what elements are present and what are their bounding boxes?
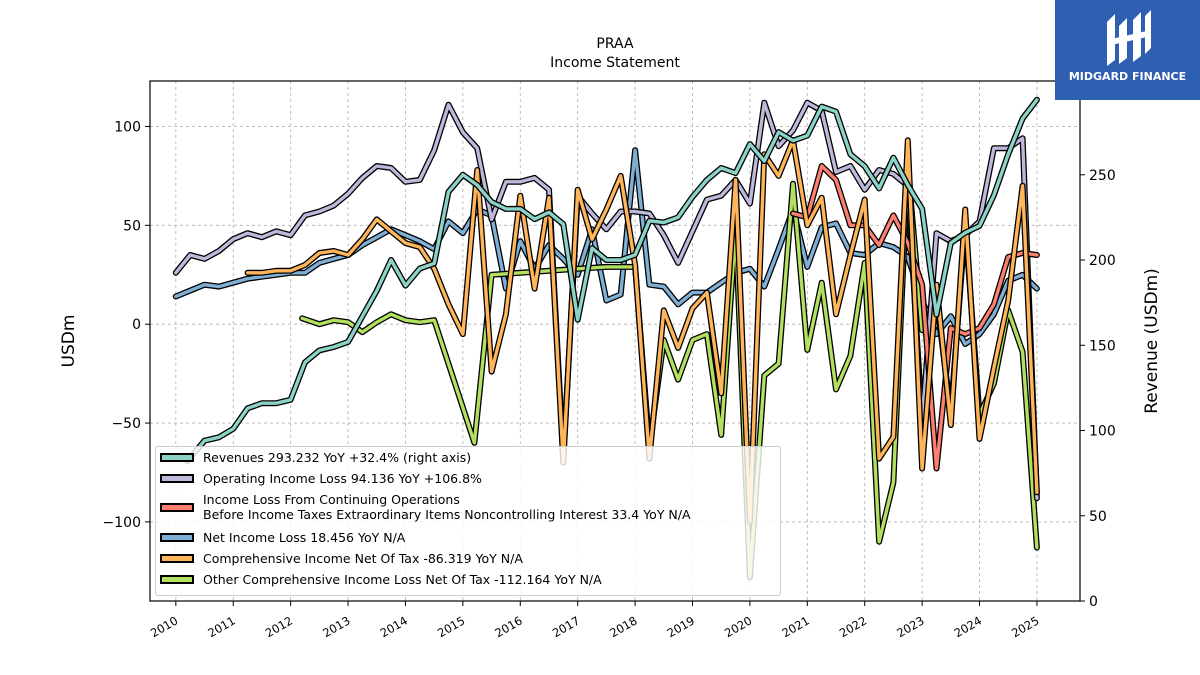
y-tick-label: 100 <box>114 119 141 135</box>
x-tick-label: 2012 <box>263 613 295 640</box>
x-tick-label: 2011 <box>205 613 237 640</box>
y-tick-label: 0 <box>132 317 141 333</box>
legend-swatch-other-comprehensive-income <box>160 575 194 584</box>
chart-legend: Revenues 293.232 YoY +32.4% (right axis)… <box>155 446 781 596</box>
x-tick-label: 2022 <box>837 613 869 640</box>
x-tick-label: 2020 <box>722 613 754 640</box>
y-axis-label: USDm <box>59 315 79 368</box>
legend-swatch-pretax-income <box>160 502 194 512</box>
series-line-net-income-loss <box>174 148 1039 346</box>
brand-logo: MIDGARD FINANCE <box>1055 0 1200 100</box>
y2-tick-label: 250 <box>1089 168 1116 184</box>
legend-item-pretax-income: Income Loss From Continuing Operations B… <box>160 492 691 522</box>
legend-label-comprehensive-income: Comprehensive Income Net Of Tax -86.319 … <box>203 551 523 566</box>
y2-tick-label: 100 <box>1089 424 1116 440</box>
y-tick-label: −100 <box>103 515 141 531</box>
brand-name: MIDGARD FINANCE <box>1068 70 1187 83</box>
legend-label-pretax-income: Income Loss From Continuing Operations B… <box>203 492 691 522</box>
y2-tick-label: 150 <box>1089 338 1116 354</box>
x-tick-label: 2016 <box>492 613 524 640</box>
legend-item-comprehensive-income: Comprehensive Income Net Of Tax -86.319 … <box>160 551 523 566</box>
x-tick-label: 2017 <box>550 613 582 640</box>
series-line-revenues <box>185 98 1039 463</box>
x-tick-label: 2014 <box>378 613 410 640</box>
legend-item-operating-income: Operating Income Loss 94.136 YoY +106.8% <box>160 471 482 486</box>
x-tick-label: 2010 <box>148 613 180 640</box>
legend-item-other-comprehensive-income: Other Comprehensive Income Loss Net Of T… <box>160 572 602 587</box>
plot-frame <box>149 80 1081 602</box>
legend-swatch-operating-income <box>160 474 194 483</box>
chart-title: PRAA <box>596 36 634 52</box>
legend-swatch-net-income <box>160 533 194 542</box>
legend-label-revenues: Revenues 293.232 YoY +32.4% (right axis) <box>203 450 472 465</box>
series-line-operating-income-loss <box>174 100 1039 500</box>
x-tick-label: 2018 <box>607 613 639 640</box>
x-tick-label: 2015 <box>435 613 467 640</box>
x-tick-label: 2023 <box>894 613 926 640</box>
x-tick-label: 2024 <box>952 613 984 640</box>
x-tick-label: 2025 <box>1009 613 1041 640</box>
y-tick-label: −50 <box>111 416 141 432</box>
y2-tick-label: 200 <box>1089 253 1116 269</box>
chart-subtitle: Income Statement <box>550 55 680 71</box>
y-tick-label: 50 <box>123 218 141 234</box>
legend-swatch-revenues <box>160 453 194 462</box>
x-tick-label: 2021 <box>779 613 811 640</box>
y2-tick-label: 50 <box>1089 509 1107 525</box>
series-line-comprehensive-income-net-of-tax <box>245 138 1039 524</box>
y2-axis-label: Revenue (USDm) <box>1142 268 1162 414</box>
x-tick-label: 2013 <box>320 613 352 640</box>
series-lines <box>172 96 1040 581</box>
legend-label-other-comprehensive-income: Other Comprehensive Income Loss Net Of T… <box>203 572 602 587</box>
legend-item-net-income: Net Income Loss 18.456 YoY N/A <box>160 530 405 545</box>
midgard-logo-icon <box>1107 10 1151 66</box>
legend-label-operating-income: Operating Income Loss 94.136 YoY +106.8% <box>203 471 482 486</box>
legend-swatch-comprehensive-income <box>160 554 194 563</box>
y2-tick-label: 0 <box>1089 594 1098 610</box>
legend-item-revenues: Revenues 293.232 YoY +32.4% (right axis) <box>160 450 471 465</box>
x-tick-label: 2019 <box>665 613 697 640</box>
legend-label-net-income: Net Income Loss 18.456 YoY N/A <box>203 530 406 545</box>
